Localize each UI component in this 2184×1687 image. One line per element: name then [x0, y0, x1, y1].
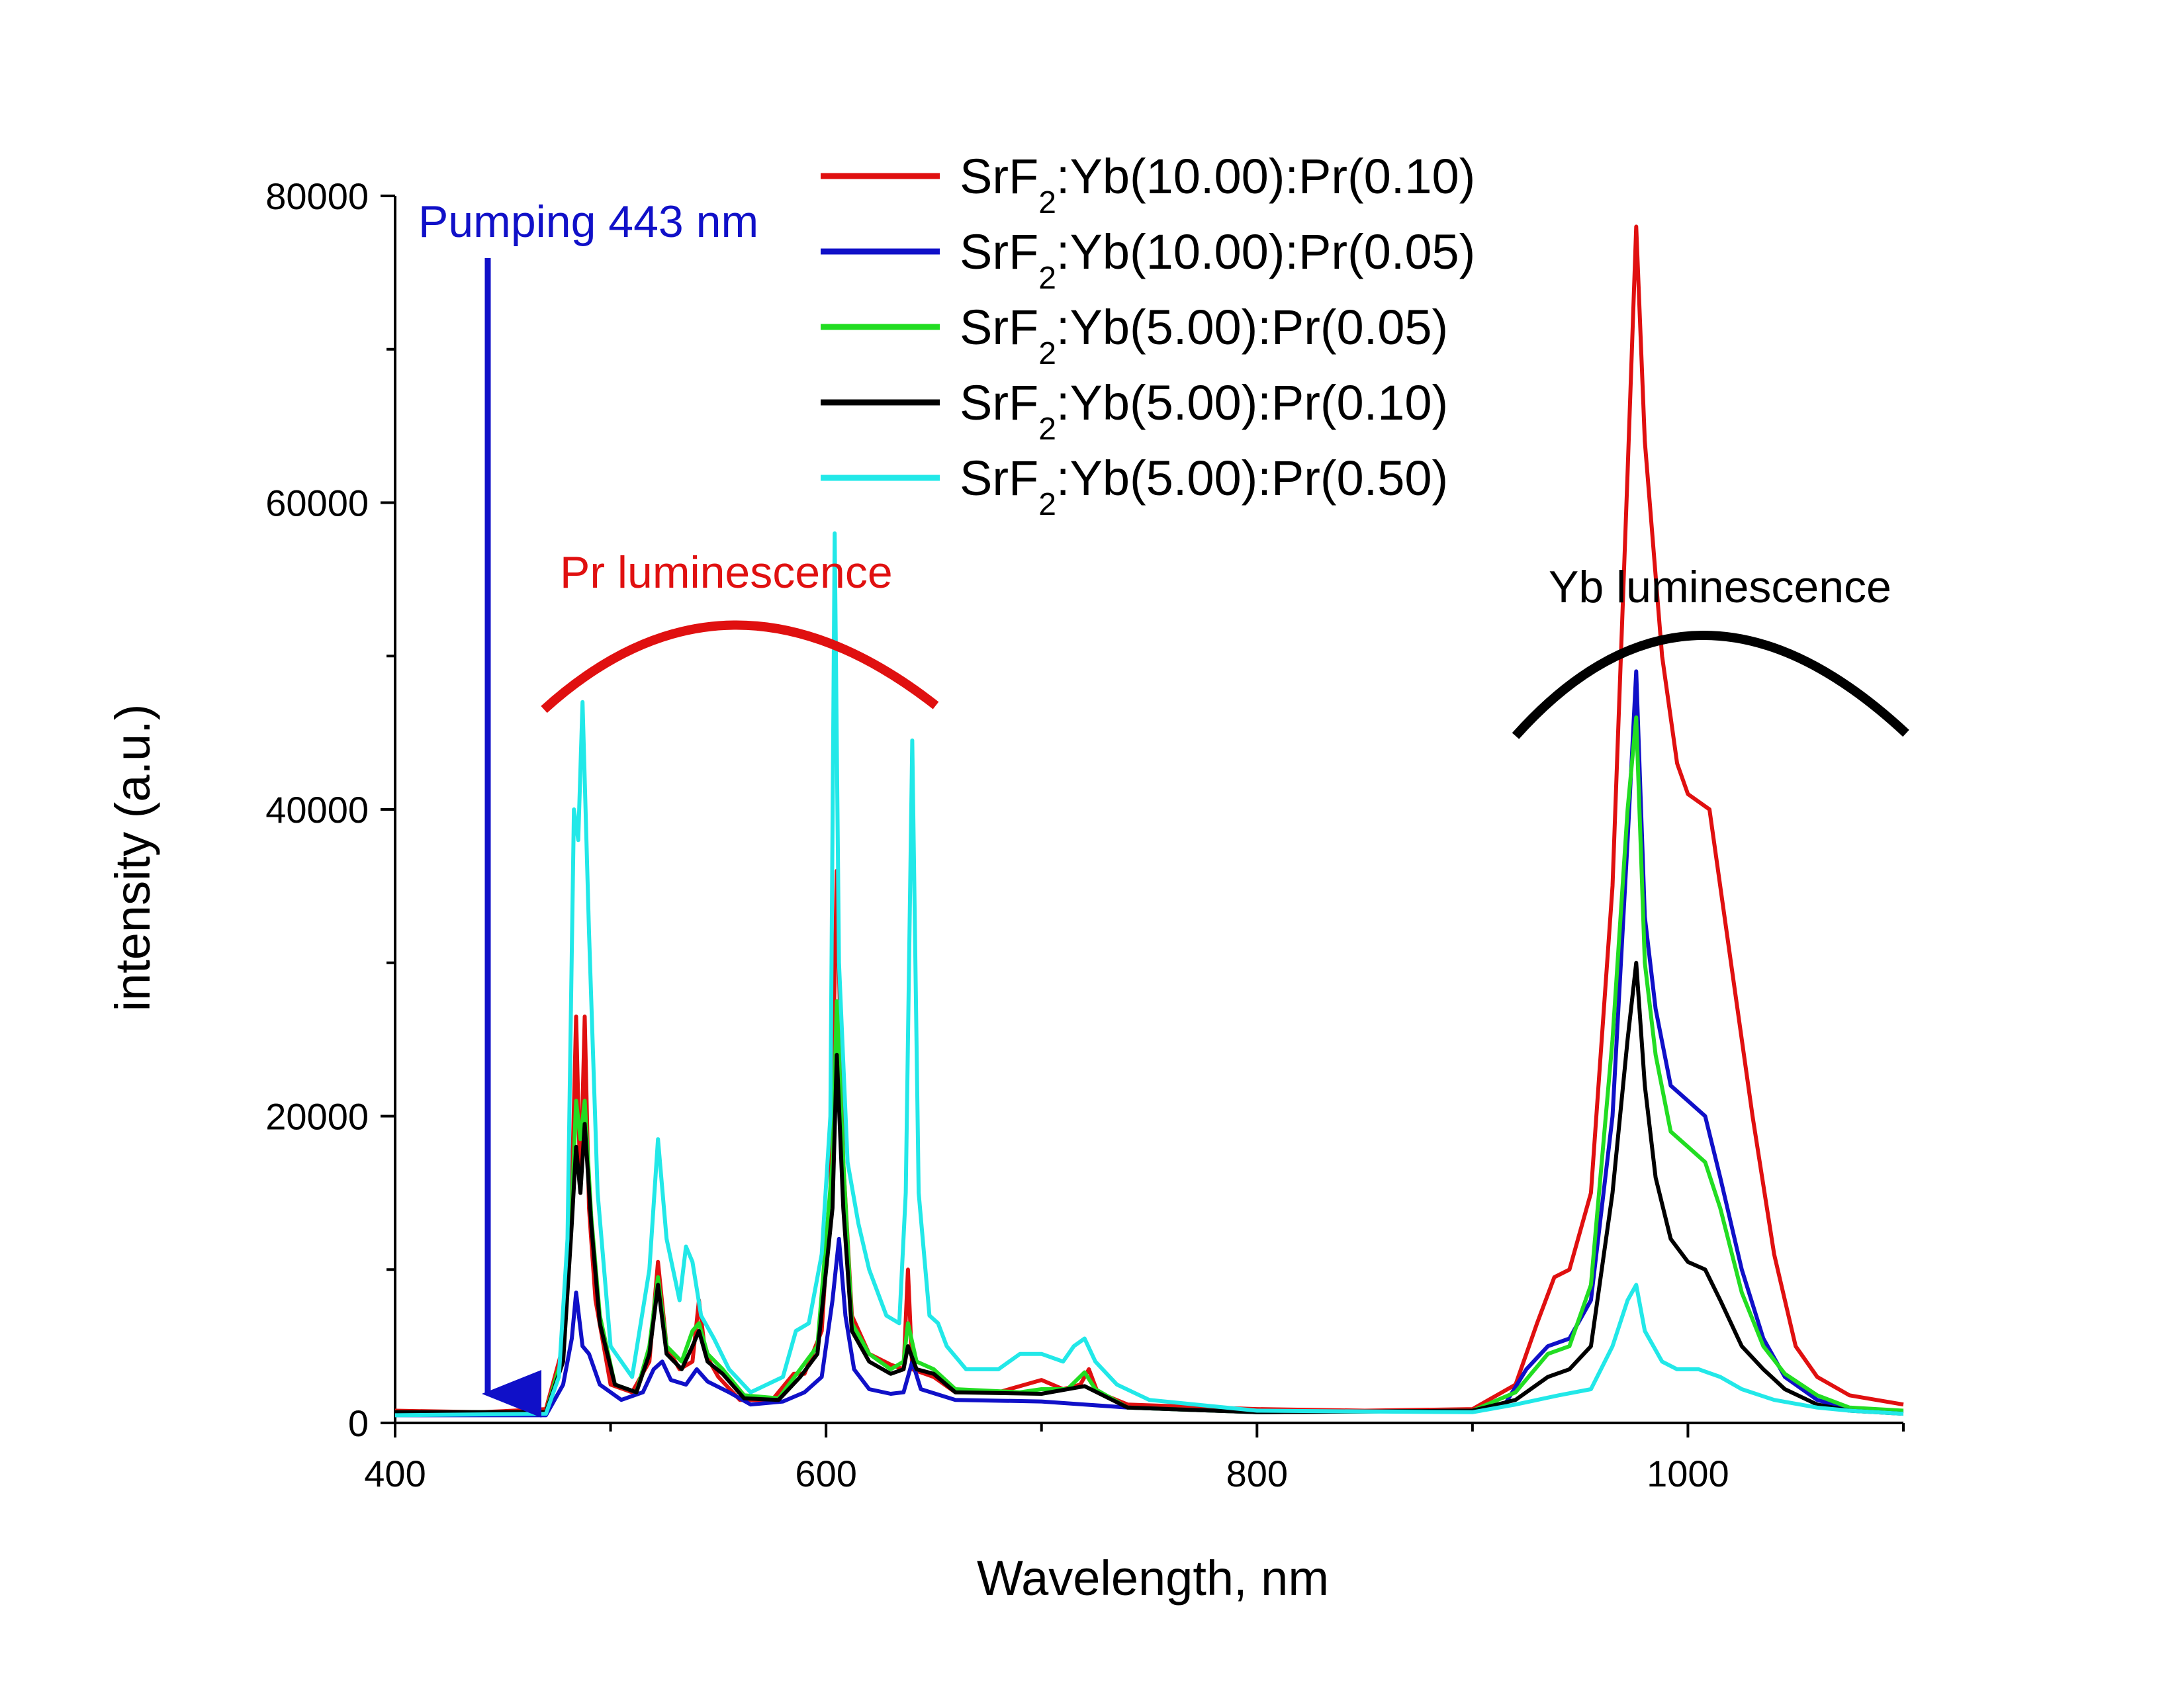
legend-label-main: SrF — [960, 451, 1038, 506]
series-layer — [394, 224, 1904, 1418]
legend-label-2: SrF2:Yb(10.00):Pr(0.05) — [960, 224, 1475, 296]
y-tick-label: 0 — [348, 1402, 369, 1444]
legend: SrF2:Yb(10.00):Pr(0.10)SrF2:Yb(10.00):Pr… — [821, 149, 1475, 522]
legend-label-main: SrF — [960, 300, 1038, 355]
x-axis-title: Wavelength, nm — [977, 1551, 1329, 1606]
legend-label-subscript: 2 — [1038, 261, 1056, 296]
legend-label-main: SrF — [960, 149, 1038, 204]
pr-luminescence-arc — [541, 620, 939, 713]
legend-label-rest: :Yb(10.00):Pr(0.10) — [1056, 149, 1475, 204]
yb-luminescence-label: Yb luminescence — [1549, 562, 1891, 612]
pr-luminescence-label: Pr luminescence — [560, 547, 893, 598]
y-tick-label: 80000 — [265, 175, 369, 217]
legend-label-5: SrF2:Yb(5.00):Pr(0.50) — [960, 451, 1448, 522]
series-line-4 — [395, 960, 1904, 1416]
x-tick-label: 800 — [1226, 1453, 1288, 1494]
legend-label-1: SrF2:Yb(10.00):Pr(0.10) — [960, 149, 1475, 220]
x-tick-label: 400 — [364, 1453, 426, 1494]
legend-label-subscript: 2 — [1038, 185, 1056, 220]
axes: 400 600 800 1000 0 20000 40000 60000 80000 — [265, 175, 1905, 1494]
x-tick-label: 600 — [795, 1453, 856, 1494]
series-line-5 — [394, 531, 1904, 1418]
legend-label-3: SrF2:Yb(5.00):Pr(0.05) — [960, 300, 1448, 371]
y-axis-title: intensity (a.u.) — [105, 704, 160, 1012]
legend-label-subscript: 2 — [1038, 412, 1056, 447]
y-tick-label: 20000 — [265, 1096, 369, 1138]
y-tick-label: 60000 — [265, 482, 369, 524]
legend-label-main: SrF — [960, 375, 1038, 430]
legend-label-rest: :Yb(5.00):Pr(0.05) — [1056, 300, 1448, 355]
y-tick-label: 40000 — [265, 789, 369, 831]
legend-label-subscript: 2 — [1038, 487, 1056, 522]
legend-label-rest: :Yb(5.00):Pr(0.50) — [1056, 451, 1448, 506]
legend-label-4: SrF2:Yb(5.00):Pr(0.10) — [960, 375, 1448, 447]
legend-label-main: SrF — [960, 224, 1038, 279]
series-line-3 — [395, 715, 1904, 1414]
x-tick-label: 1000 — [1647, 1453, 1729, 1494]
yb-luminescence-arc — [1512, 631, 1909, 739]
legend-label-rest: :Yb(5.00):Pr(0.10) — [1056, 375, 1448, 430]
legend-label-subscript: 2 — [1038, 336, 1056, 371]
annotations: Pumping 443 nm Pr luminescence Yb lumine… — [418, 197, 1909, 1418]
pump-label: Pumping 443 nm — [418, 197, 758, 247]
legend-label-rest: :Yb(10.00):Pr(0.05) — [1056, 224, 1475, 279]
series-line-2 — [395, 669, 1904, 1418]
